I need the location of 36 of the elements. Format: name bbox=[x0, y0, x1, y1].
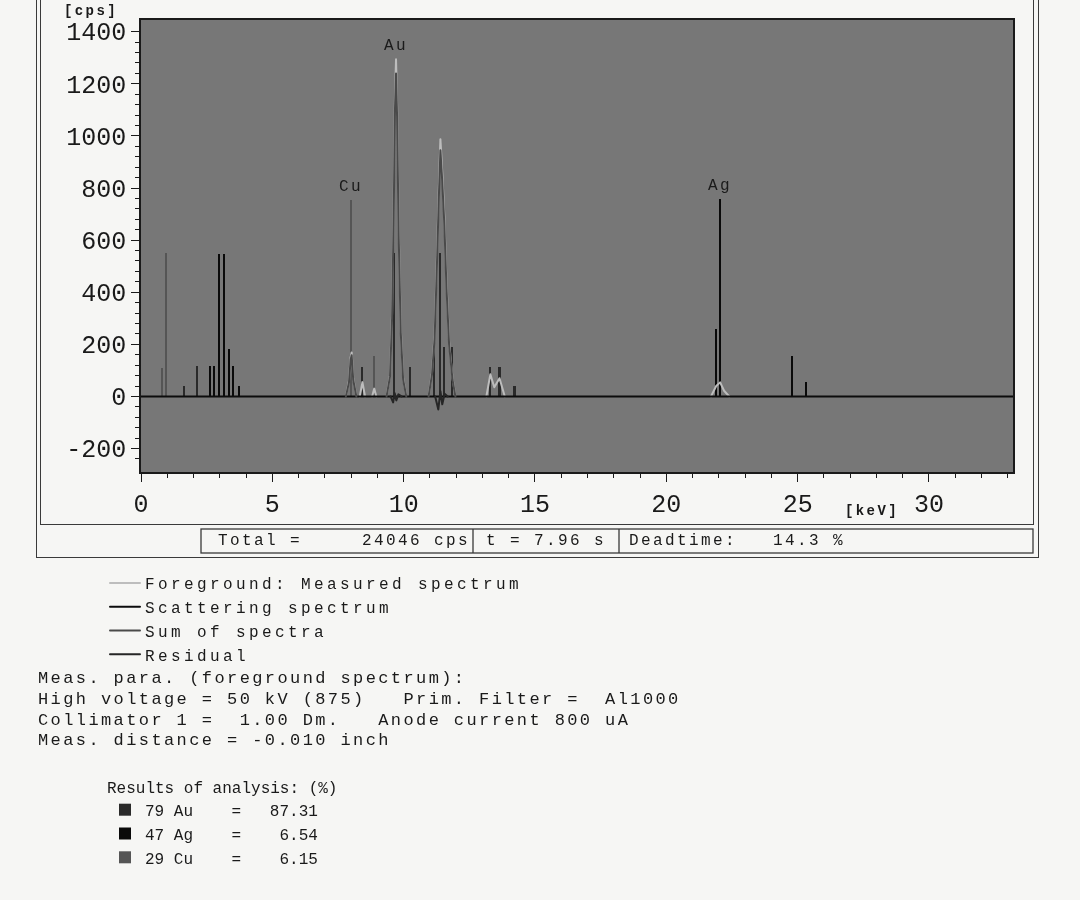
text: Collimator 1 = 1.00 Dm. Anode current 800 uA bbox=[38, 711, 631, 730]
x-tick-label: 20 bbox=[651, 490, 682, 520]
text: t = 7.96 s bbox=[486, 532, 607, 550]
y-tick-label: 200 bbox=[81, 332, 127, 362]
text: Total = 24046 cps bbox=[218, 532, 471, 550]
y-tick-label: -200 bbox=[66, 436, 127, 466]
x-tick-label: 15 bbox=[519, 490, 550, 520]
text: High voltage = 50 kV (875) Prim. Filter = Al1000 bbox=[38, 690, 681, 709]
y-axis-title: [cps] bbox=[64, 3, 119, 19]
legend-label: 29 Cu = 6.15 bbox=[145, 850, 318, 869]
legend-label: 79 Au = 87.31 bbox=[145, 802, 318, 821]
legend-label: Residual bbox=[145, 647, 250, 666]
x-tick-label: 5 bbox=[264, 490, 280, 520]
legend-title: Results of analysis: (%) bbox=[107, 779, 338, 798]
y-tick-label: 0 bbox=[111, 384, 127, 414]
y-tick-label: 800 bbox=[81, 175, 127, 205]
y-tick-label: 600 bbox=[81, 227, 127, 257]
y-tick-label: 1000 bbox=[66, 123, 127, 153]
x-tick-label: 0 bbox=[133, 490, 149, 520]
legend-label: Scattering spectrum bbox=[145, 599, 393, 618]
text: Meas. para. (foreground spectrum): bbox=[38, 669, 467, 688]
y-tick-label: 1200 bbox=[66, 71, 127, 101]
legend-label: Foreground: Measured spectrum bbox=[145, 576, 523, 595]
annotation: Cu bbox=[339, 178, 364, 196]
text: Meas. distance = -0.010 inch bbox=[38, 731, 391, 750]
y-tick-label: 1400 bbox=[66, 19, 127, 49]
x-axis-title: [keV] bbox=[845, 503, 900, 519]
text: Deadtime: 14.3 % bbox=[629, 532, 846, 550]
x-tick-label: 25 bbox=[782, 490, 813, 520]
legend-label: 47 Ag = 6.54 bbox=[145, 826, 318, 845]
x-tick-label: 30 bbox=[913, 490, 944, 520]
annotation: Au bbox=[384, 37, 409, 55]
legend-label: Sum of spectra bbox=[145, 623, 328, 642]
y-tick-label: 400 bbox=[81, 279, 127, 309]
x-tick-label: 10 bbox=[388, 490, 419, 520]
annotation: Ag bbox=[708, 177, 733, 195]
